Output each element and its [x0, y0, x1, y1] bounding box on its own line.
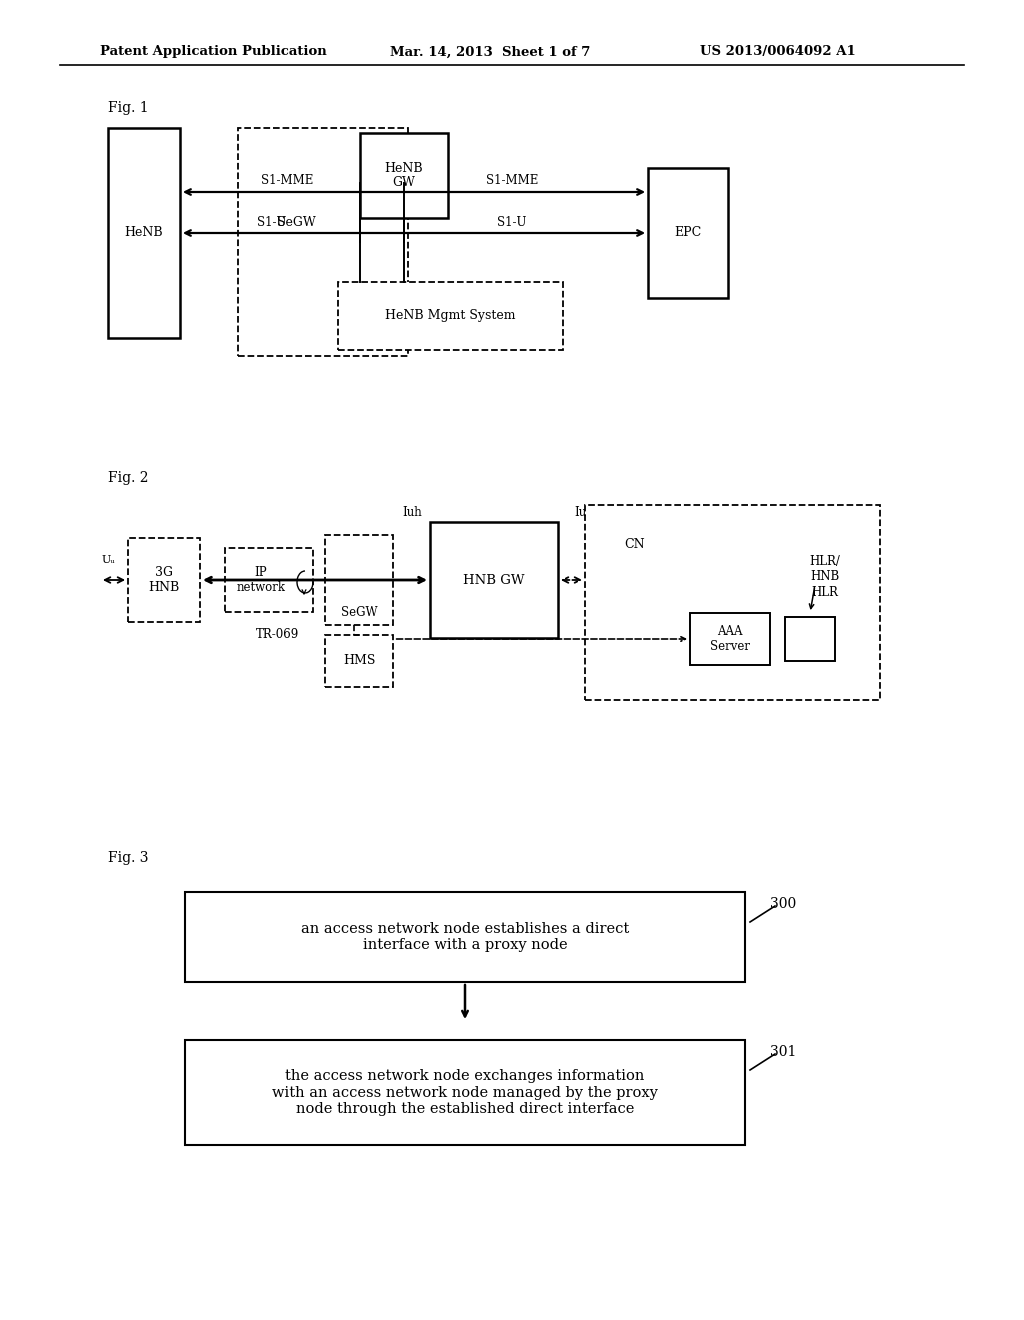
- Text: TR-069: TR-069: [255, 627, 299, 640]
- Bar: [225, 548, 313, 612]
- Text: Patent Application Publication: Patent Application Publication: [100, 45, 327, 58]
- Bar: [430, 521, 558, 638]
- Bar: [325, 535, 393, 624]
- Bar: [238, 128, 408, 356]
- Bar: [338, 282, 563, 350]
- Text: Uᵤ: Uᵤ: [101, 554, 115, 565]
- Text: HLR/
HNB
HLR: HLR/ HNB HLR: [810, 556, 841, 598]
- Text: EPC: EPC: [675, 227, 701, 239]
- Text: Iuh: Iuh: [402, 506, 422, 519]
- Bar: [128, 539, 200, 622]
- Text: CN: CN: [625, 539, 645, 552]
- Bar: [360, 133, 449, 218]
- Text: 300: 300: [770, 898, 796, 911]
- Text: 3G
HNB: 3G HNB: [148, 566, 179, 594]
- Text: Iu: Iu: [573, 506, 586, 519]
- Text: US 2013/0064092 A1: US 2013/0064092 A1: [700, 45, 856, 58]
- Text: HeNB
GW: HeNB GW: [385, 161, 423, 190]
- Bar: [185, 892, 745, 982]
- Text: Fig. 1: Fig. 1: [108, 102, 148, 115]
- Text: SeGW: SeGW: [341, 606, 377, 619]
- Bar: [185, 1040, 745, 1144]
- Bar: [785, 616, 835, 661]
- Text: HMS: HMS: [343, 655, 375, 668]
- Text: S1-U: S1-U: [257, 215, 287, 228]
- Bar: [690, 612, 770, 665]
- Text: Fig. 2: Fig. 2: [108, 471, 148, 484]
- Bar: [648, 168, 728, 298]
- Bar: [108, 128, 180, 338]
- Text: SeGW: SeGW: [276, 215, 315, 228]
- Text: HeNB: HeNB: [125, 227, 163, 239]
- Text: S1-MME: S1-MME: [261, 173, 313, 186]
- Text: HNB GW: HNB GW: [463, 573, 524, 586]
- Text: an access network node establishes a direct
interface with a proxy node: an access network node establishes a dir…: [301, 921, 629, 952]
- Text: IP
network: IP network: [237, 566, 286, 594]
- Text: HeNB Mgmt System: HeNB Mgmt System: [385, 309, 516, 322]
- Text: S1-U: S1-U: [498, 215, 526, 228]
- Text: 301: 301: [770, 1045, 797, 1059]
- Text: Mar. 14, 2013  Sheet 1 of 7: Mar. 14, 2013 Sheet 1 of 7: [390, 45, 591, 58]
- Bar: [325, 635, 393, 686]
- Text: the access network node exchanges information
with an access network node manage: the access network node exchanges inform…: [272, 1069, 658, 1115]
- Text: Fig. 3: Fig. 3: [108, 851, 148, 865]
- Text: AAA
Server: AAA Server: [710, 624, 750, 653]
- Text: S1-MME: S1-MME: [485, 173, 539, 186]
- Bar: [585, 506, 880, 700]
